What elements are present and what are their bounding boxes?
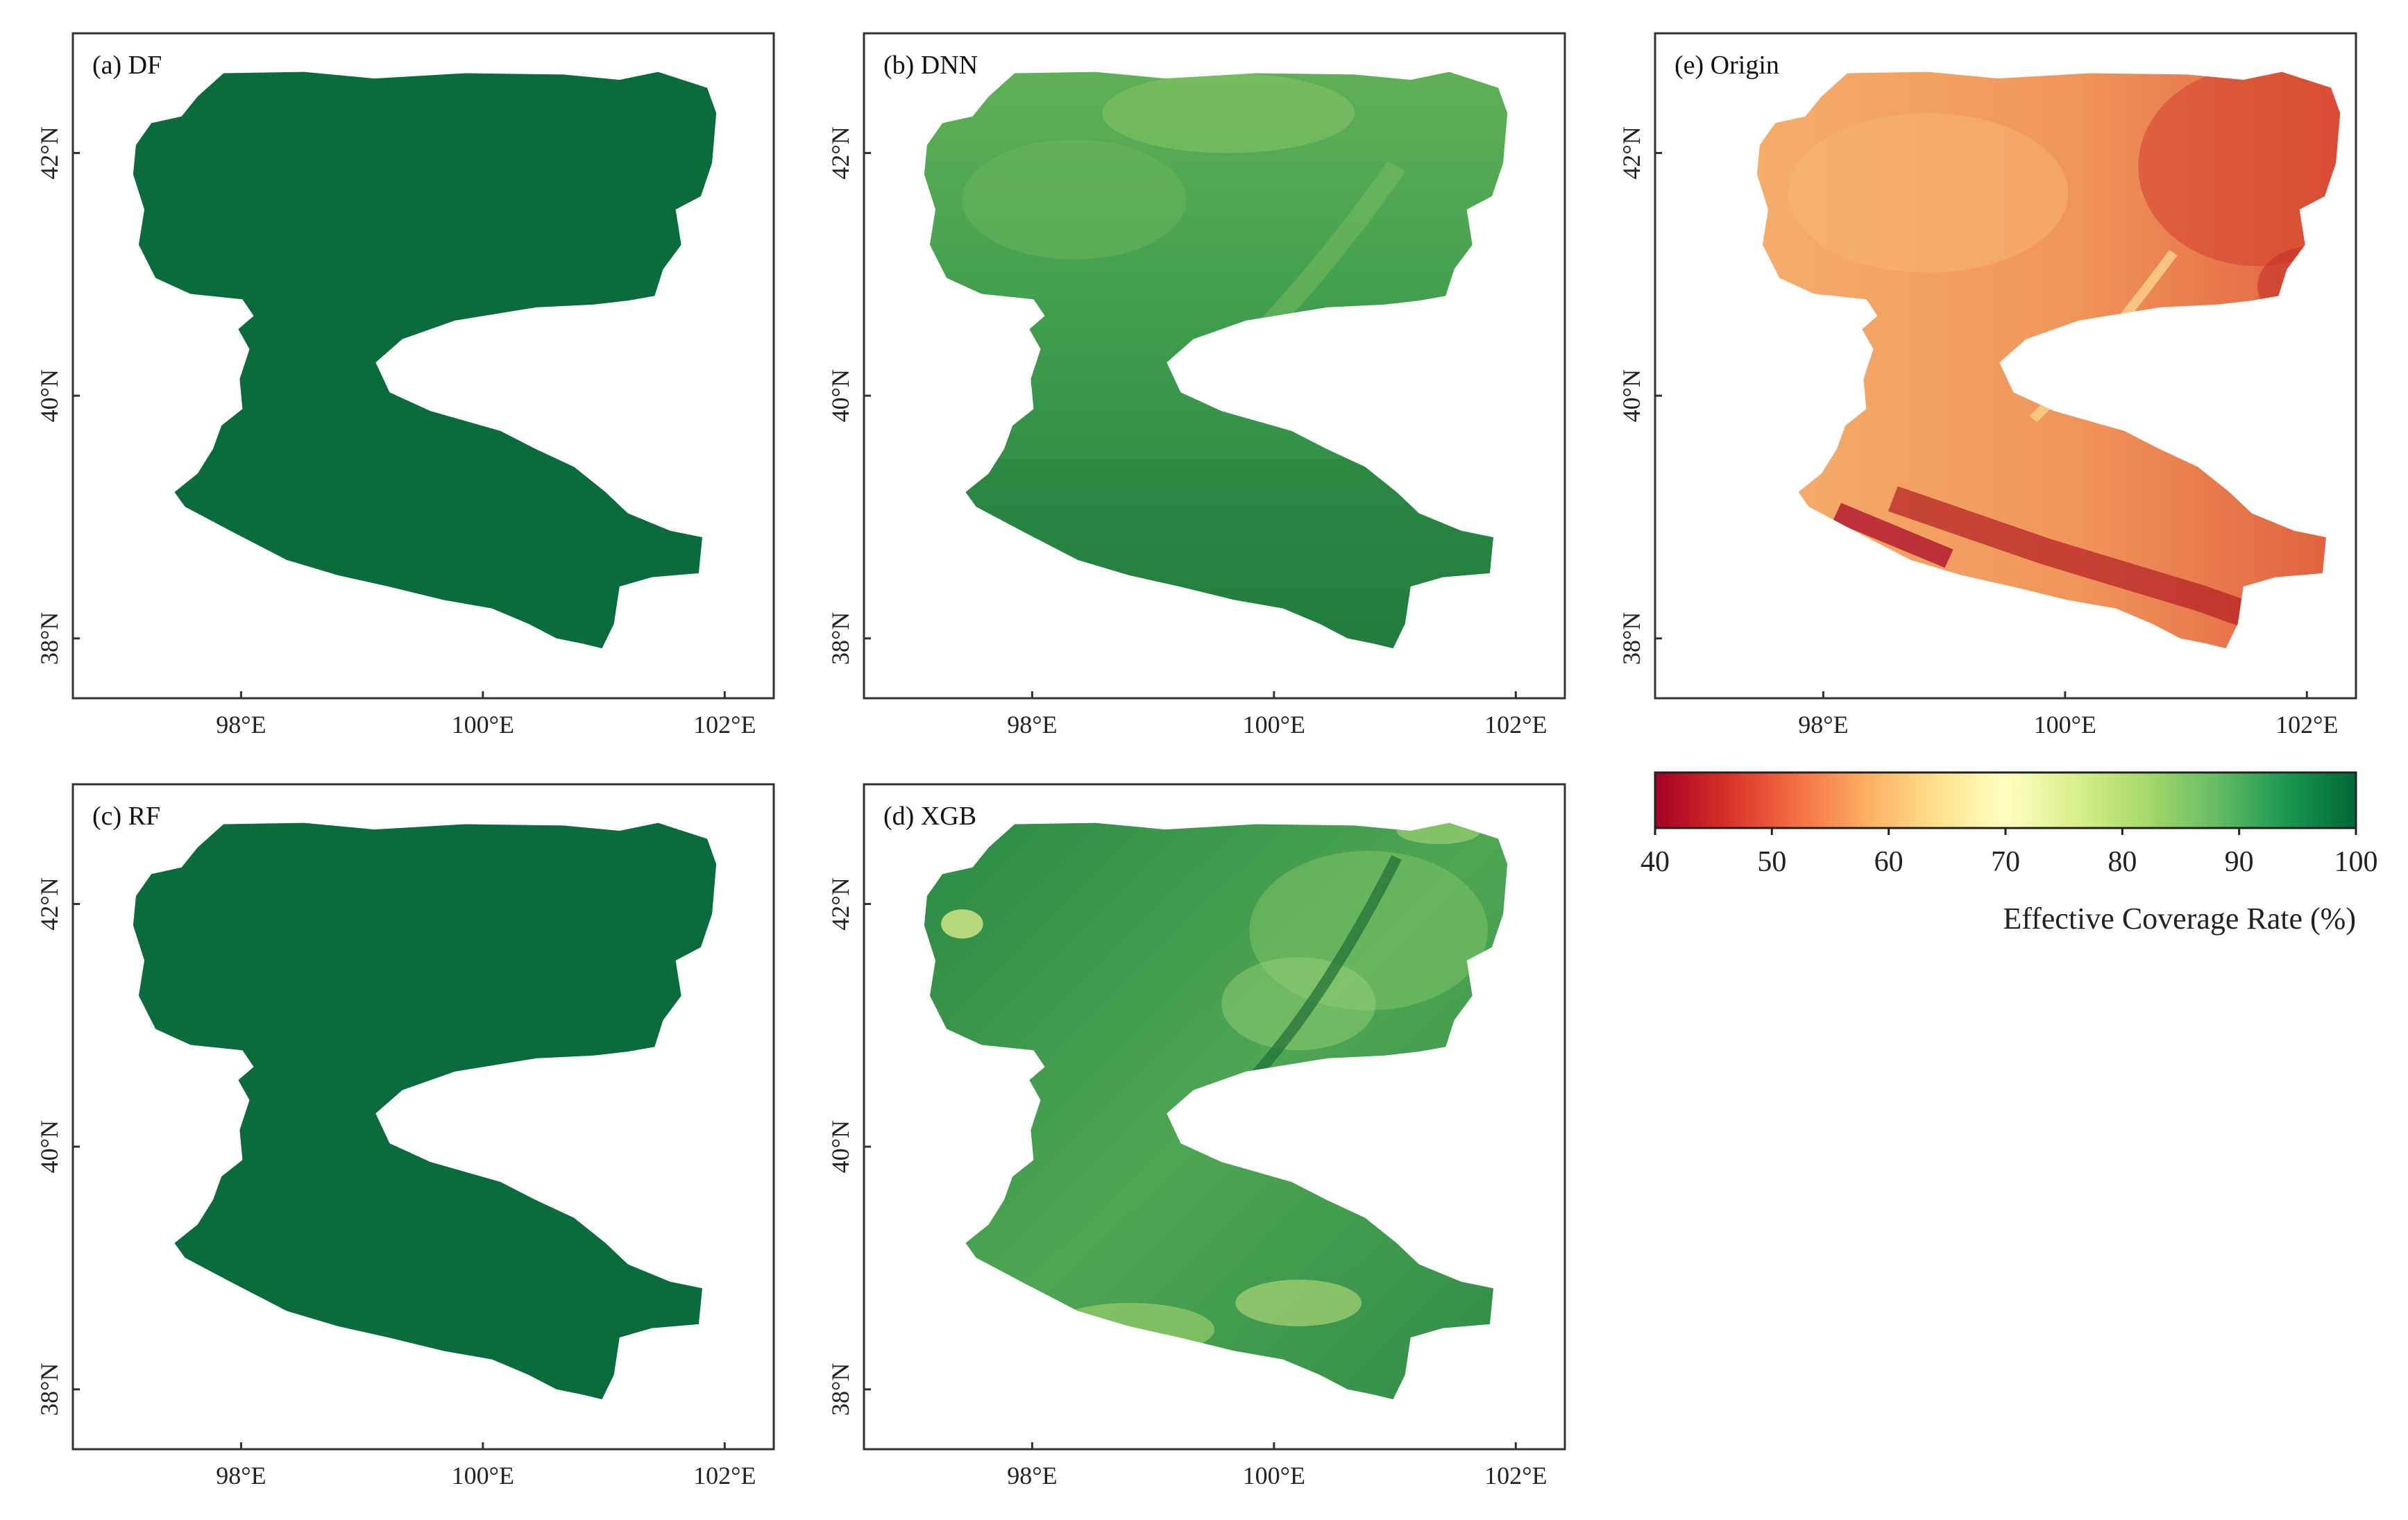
map-panel-c: (c) RF 42°N 40°N 38°N 98°E 100°E 102°E <box>35 783 775 1489</box>
colorbar-gradient <box>1654 771 2357 829</box>
panel-label: (e) Origin <box>1674 51 1779 80</box>
region-map <box>1756 71 2341 649</box>
region-texture <box>1788 71 2341 631</box>
lat-tick-label: 42°N <box>35 126 63 179</box>
colorbar: 40 50 60 70 80 90 100 Effective Coverage Rate … <box>1640 771 2378 936</box>
panels-layer: (a) DF 42°N 40°N 38°N 98°E 100°E 102°E (b) DNN 4… <box>35 32 2357 1489</box>
lat-tick-label: 42°N <box>826 877 854 930</box>
lat-tick-label: 38°N <box>35 1363 63 1416</box>
lon-tick-label: 102°E <box>1484 1462 1547 1489</box>
lat-tick-label: 40°N <box>1618 369 1645 422</box>
map-panel-d: (d) XGB 42°N 40°N 38°N 98°E 100°E 102°E <box>826 783 1566 1489</box>
lat-tick-label: 40°N <box>35 1120 63 1173</box>
lat-tick-label: 40°N <box>35 369 63 422</box>
lat-tick-label: 40°N <box>826 1120 854 1173</box>
lon-tick-label: 100°E <box>452 1462 514 1489</box>
panel-label: (c) RF <box>92 802 160 831</box>
colorbar-tick-label: 100 <box>2334 846 2378 878</box>
colorbar-tick-label: 60 <box>1874 846 1903 878</box>
colorbar-tick-label: 50 <box>1757 846 1786 878</box>
lon-tick-label: 98°E <box>1007 711 1057 738</box>
lon-tick-label: 102°E <box>693 711 756 738</box>
map-panel-b: (b) DNN 42°N 40°N 38°N 98°E 100°E 102°E <box>826 32 1566 738</box>
lon-tick-label: 98°E <box>216 711 266 738</box>
colorbar-tick-label: 80 <box>2108 846 2137 878</box>
lat-tick-label: 38°N <box>1618 612 1645 665</box>
lon-tick-label: 102°E <box>2275 711 2338 738</box>
lon-tick-label: 98°E <box>1798 711 1848 738</box>
lon-tick-label: 100°E <box>1243 711 1305 738</box>
lon-tick-label: 100°E <box>2034 711 2096 738</box>
lat-tick-label: 42°N <box>826 126 854 179</box>
lon-tick-label: 100°E <box>1243 1462 1305 1489</box>
lat-tick-label: 42°N <box>35 877 63 930</box>
lon-tick-label: 102°E <box>1484 711 1547 738</box>
colorbar-tick-label: 40 <box>1640 846 1670 878</box>
panel-label: (a) DF <box>92 51 162 80</box>
colorbar-title: Effective Coverage Rate (%) <box>2003 902 2356 936</box>
colorbar-ticks: 40 50 60 70 80 90 100 <box>1640 828 2378 878</box>
map-panel-a: (a) DF 42°N 40°N 38°N 98°E 100°E 102°E <box>35 32 775 738</box>
lon-tick-label: 102°E <box>693 1462 756 1489</box>
lat-tick-label: 38°N <box>826 1363 854 1416</box>
map-panel-e: (e) Origin 42°N 40°N 38°N 98°E 100°E 102°E <box>1618 32 2357 738</box>
panel-label: (b) DNN <box>883 51 978 80</box>
lat-tick-label: 38°N <box>35 612 63 665</box>
lat-tick-label: 38°N <box>826 612 854 665</box>
colorbar-tick-label: 90 <box>2225 846 2254 878</box>
lon-tick-label: 98°E <box>216 1462 266 1489</box>
panel-label: (d) XGB <box>883 802 976 831</box>
lat-tick-label: 42°N <box>1618 126 1645 179</box>
colorbar-tick-label: 70 <box>1991 846 2020 878</box>
lat-tick-label: 40°N <box>826 369 854 422</box>
lon-tick-label: 98°E <box>1007 1462 1057 1489</box>
lon-tick-label: 100°E <box>452 711 514 738</box>
